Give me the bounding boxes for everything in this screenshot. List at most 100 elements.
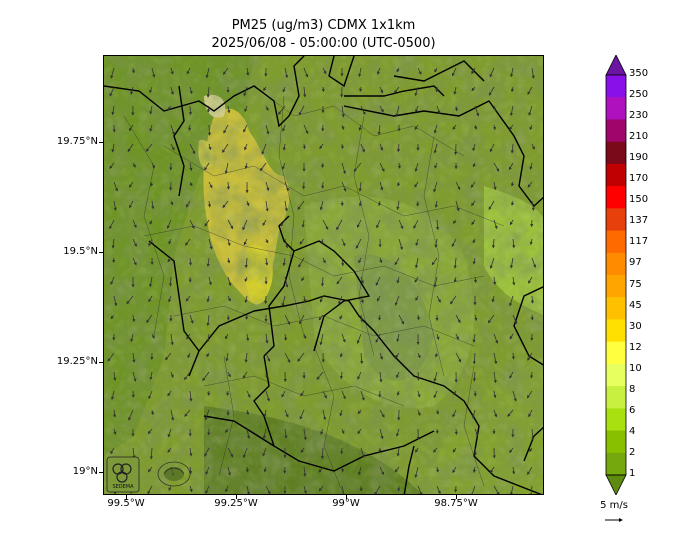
wind-vector (396, 276, 400, 284)
wind-vector (284, 276, 289, 288)
municipal-boundaries (123, 85, 505, 494)
wind-vector (113, 200, 117, 211)
wind-vector (132, 238, 137, 248)
wind-vector (530, 295, 534, 304)
wind-reference-label: 5 m/s (600, 500, 628, 511)
wind-vector (488, 86, 495, 96)
wind-vector (149, 124, 153, 132)
lat-tick-mark (99, 142, 103, 143)
wind-vector (208, 181, 213, 189)
wind-vector (339, 352, 343, 358)
wind-vector (358, 200, 362, 207)
wind-vector (263, 86, 267, 92)
wind-vector (493, 276, 497, 286)
wind-vector (113, 295, 118, 307)
wind-vector (398, 314, 404, 325)
wind-vector (353, 162, 362, 172)
wind-vector (336, 276, 343, 285)
wind-vector (227, 276, 232, 287)
wind-vector (320, 447, 325, 460)
wind-vector (318, 314, 324, 321)
wind-vector (205, 67, 210, 79)
wind-vector (360, 276, 364, 284)
wind-vector (151, 333, 155, 339)
wind-vector (355, 238, 362, 249)
colorbar-swatch (606, 319, 626, 343)
wind-vector (487, 314, 495, 324)
cdmx-seal-logo (157, 461, 191, 487)
wind-vector (262, 447, 267, 457)
wind-vector (148, 238, 153, 247)
wind-vector (339, 371, 344, 380)
wind-vector (374, 485, 381, 494)
wind-vector (528, 105, 533, 116)
wind-vector (320, 238, 324, 245)
wind-vector (110, 67, 115, 79)
wind-vector (244, 276, 248, 283)
colorbar-tick-label: 8 (629, 383, 636, 395)
wind-vector (394, 295, 400, 306)
wind-vector (341, 485, 346, 494)
wind-vector (455, 200, 460, 212)
lat-tick-mark (99, 472, 103, 473)
wind-vector (512, 466, 516, 475)
wind-vector (132, 219, 137, 229)
wind-vector (227, 238, 231, 247)
wind-vector (376, 67, 381, 75)
wind-vector (358, 257, 362, 264)
wind-vector (509, 257, 514, 269)
wind-vector (148, 295, 153, 303)
wind-vector (453, 86, 457, 95)
wind-vector (507, 409, 514, 417)
colorbar-tick-label: 12 (629, 341, 642, 353)
wind-vector (433, 390, 438, 399)
wind-vector (132, 352, 136, 363)
wind-vector (225, 333, 229, 340)
wind-vector (358, 67, 362, 78)
wind-vector (473, 390, 477, 397)
wind-vector (436, 295, 441, 303)
wind-vector (529, 447, 533, 452)
wind-vector (416, 314, 420, 321)
wind-vector (110, 276, 115, 285)
wind-vector (299, 409, 305, 420)
wind-vector (284, 200, 288, 212)
wind-vector (170, 409, 175, 421)
wind-vector (132, 162, 136, 168)
wind-vector (244, 352, 248, 363)
wind-vector (127, 143, 134, 153)
wind-vector (245, 314, 249, 320)
wind-vector (397, 162, 401, 169)
wind-vector (322, 67, 327, 75)
wind-vector (206, 352, 210, 358)
wind-vector (189, 314, 194, 324)
wind-vector (416, 200, 420, 207)
wind-vector (414, 162, 419, 172)
wind-vector (414, 124, 419, 130)
colorbar-swatch (606, 119, 626, 143)
wind-vector (265, 352, 271, 362)
wind-vector (379, 86, 384, 94)
wind-vector (417, 485, 423, 494)
wind-vector (341, 162, 346, 175)
colorbar-swatch (606, 430, 626, 454)
wind-vector (472, 162, 476, 168)
wind-vector (242, 371, 248, 379)
wind-vector (471, 86, 476, 92)
wind-vector (396, 200, 400, 211)
wind-vector (205, 485, 210, 494)
wind-vector (319, 200, 324, 211)
wind-vector (187, 352, 191, 359)
wind-vector (204, 162, 210, 171)
wind-vector (489, 143, 495, 153)
wind-vector (301, 219, 305, 228)
wind-vector (321, 86, 325, 93)
wind-vector (151, 200, 155, 210)
wind-vector (188, 257, 193, 266)
wind-vector (265, 485, 271, 494)
wind-vector (396, 371, 400, 379)
wind-vector (303, 428, 307, 441)
wind-vector (471, 200, 476, 207)
wind-vector (433, 371, 438, 382)
colorbar-swatch (606, 141, 626, 165)
